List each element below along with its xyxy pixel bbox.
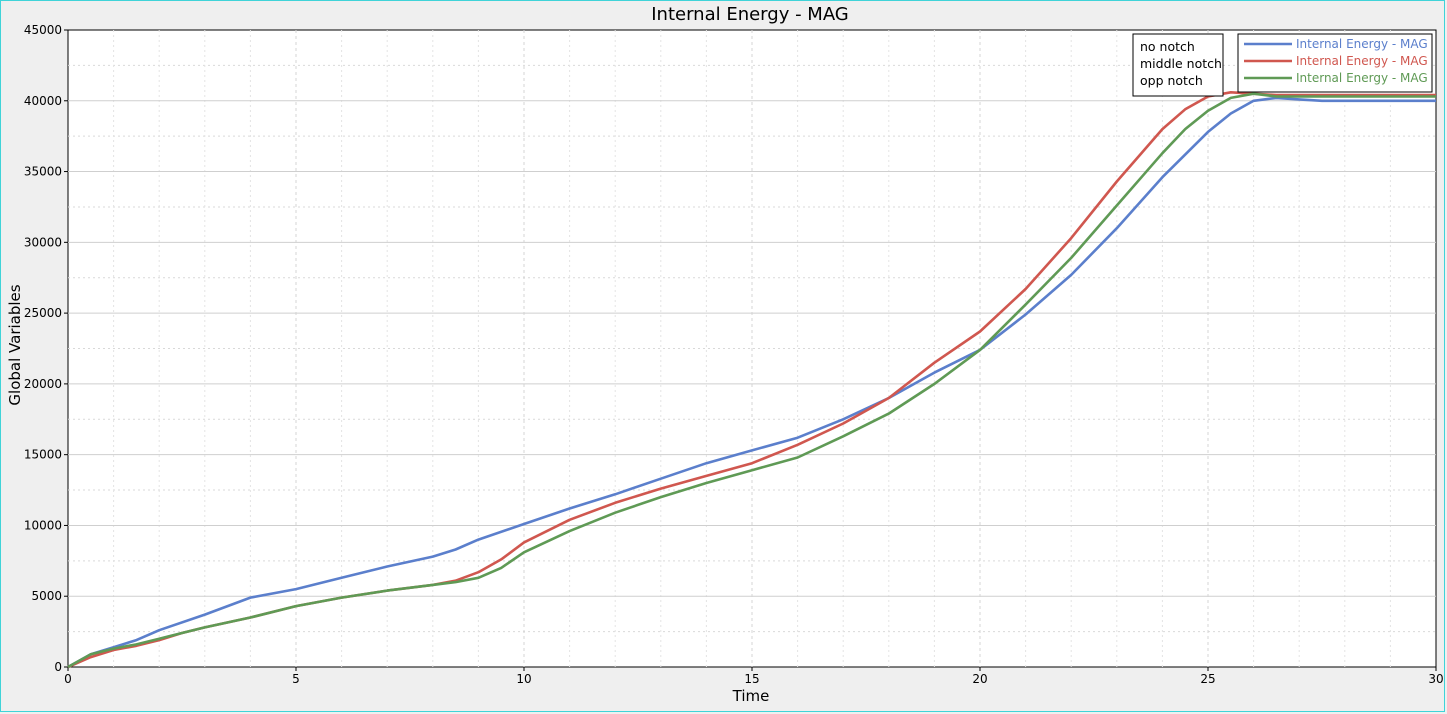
x-tick-label: 15 <box>744 672 759 686</box>
legend-entry-3: Internal Energy - MAG <box>1296 71 1428 85</box>
legend[interactable]: Internal Energy - MAG Internal Energy - … <box>1237 33 1433 93</box>
grid <box>68 30 1436 667</box>
y-tick-label: 45000 <box>24 23 62 37</box>
x-tick-label: 25 <box>1200 672 1215 686</box>
y-tick-label: 40000 <box>24 94 62 108</box>
annotation-line-1: no notch <box>1140 39 1195 54</box>
legend-entry-2: Internal Energy - MAG <box>1296 54 1428 68</box>
y-tick-label: 15000 <box>24 448 62 462</box>
y-tick-label: 10000 <box>24 518 62 532</box>
legend-entry-1: Internal Energy - MAG <box>1296 37 1428 51</box>
annotation-line-3: opp notch <box>1140 73 1203 88</box>
x-tick-label: 30 <box>1428 672 1443 686</box>
y-tick-label: 20000 <box>24 377 62 391</box>
y-tick-label: 0 <box>54 660 62 674</box>
annotation-line-2: middle notch <box>1140 56 1222 71</box>
y-tick-label: 30000 <box>24 235 62 249</box>
x-tick-label: 20 <box>972 672 987 686</box>
chart-title: Internal Energy - MAG <box>651 4 849 25</box>
x-tick-label: 5 <box>292 672 300 686</box>
series-lines <box>67 91 1436 669</box>
y-tick-label: 5000 <box>31 589 62 603</box>
annotation-border <box>1132 33 1224 97</box>
y-axis-label: Global Variables <box>6 284 24 405</box>
x-tick-label: 0 <box>64 672 72 686</box>
y-tick-label: 35000 <box>24 165 62 179</box>
x-axis-label: Time <box>732 687 770 705</box>
series-opp-notch-line[interactable] <box>67 92 1436 669</box>
x-tick-label: 10 <box>516 672 531 686</box>
y-tick-label: 25000 <box>24 306 62 320</box>
series-no-notch-line[interactable] <box>67 96 1436 669</box>
axis-ticks: 0 5000 10000 15000 20000 25000 30000 35000 40000… <box>24 23 1444 686</box>
notch-annotation: no notch middle notch opp notch <box>1132 33 1224 97</box>
